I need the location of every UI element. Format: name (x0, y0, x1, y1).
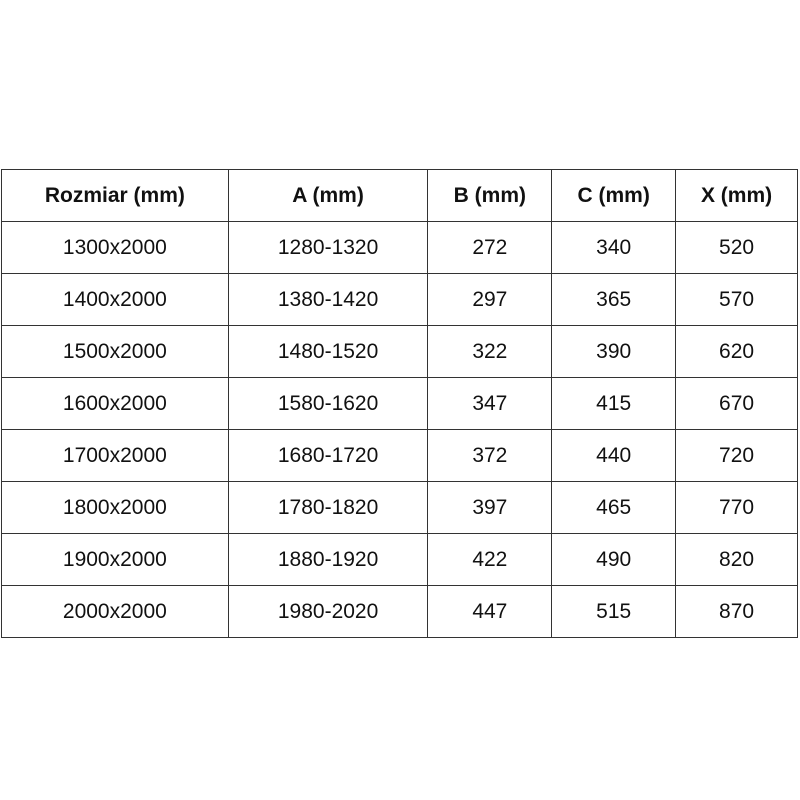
header-row: Rozmiar (mm) A (mm) B (mm) C (mm) X (mm) (1, 169, 798, 222)
cell-c: 390 (551, 325, 677, 378)
cell-size: 1500x2000 (1, 325, 229, 378)
table-row: 1700x2000 1680-1720 372 440 720 (1, 429, 798, 482)
cell-x: 620 (675, 325, 798, 378)
cell-size: 1700x2000 (1, 429, 229, 482)
table-row: 1500x2000 1480-1520 322 390 620 (1, 325, 798, 378)
cell-size: 2000x2000 (1, 585, 229, 638)
table-row: 1400x2000 1380-1420 297 365 570 (1, 273, 798, 326)
cell-a: 1780-1820 (227, 481, 429, 534)
table-row: 1300x2000 1280-1320 272 340 520 (1, 221, 798, 274)
cell-size: 1600x2000 (1, 377, 229, 430)
cell-x: 670 (675, 377, 798, 430)
cell-x: 770 (675, 481, 798, 534)
cell-a: 1880-1920 (227, 533, 429, 586)
cell-b: 397 (427, 481, 553, 534)
size-table: Rozmiar (mm) A (mm) B (mm) C (mm) X (mm) 130… (1, 169, 798, 638)
cell-size: 1300x2000 (1, 221, 229, 274)
table-row: 1800x2000 1780-1820 397 465 770 (1, 481, 798, 534)
cell-c: 490 (551, 533, 677, 586)
cell-b: 447 (427, 585, 553, 638)
cell-x: 520 (675, 221, 798, 274)
header-a: A (mm) (227, 169, 429, 222)
cell-a: 1580-1620 (227, 377, 429, 430)
cell-size: 1900x2000 (1, 533, 229, 586)
cell-b: 422 (427, 533, 553, 586)
cell-b: 347 (427, 377, 553, 430)
table-row: 1600x2000 1580-1620 347 415 670 (1, 377, 798, 430)
cell-c: 340 (551, 221, 677, 274)
cell-b: 322 (427, 325, 553, 378)
cell-x: 870 (675, 585, 798, 638)
header-c: C (mm) (551, 169, 677, 222)
cell-c: 465 (551, 481, 677, 534)
cell-a: 1680-1720 (227, 429, 429, 482)
cell-a: 1480-1520 (227, 325, 429, 378)
cell-x: 820 (675, 533, 798, 586)
header-b: B (mm) (427, 169, 553, 222)
cell-a: 1980-2020 (227, 585, 429, 638)
table-row: 1900x2000 1880-1920 422 490 820 (1, 533, 798, 586)
cell-a: 1380-1420 (227, 273, 429, 326)
cell-x: 570 (675, 273, 798, 326)
cell-size: 1400x2000 (1, 273, 229, 326)
cell-c: 415 (551, 377, 677, 430)
cell-x: 720 (675, 429, 798, 482)
cell-b: 372 (427, 429, 553, 482)
header-size: Rozmiar (mm) (1, 169, 229, 222)
cell-b: 297 (427, 273, 553, 326)
header-x: X (mm) (675, 169, 798, 222)
cell-b: 272 (427, 221, 553, 274)
cell-c: 440 (551, 429, 677, 482)
table-row: 2000x2000 1980-2020 447 515 870 (1, 585, 798, 638)
cell-a: 1280-1320 (227, 221, 429, 274)
cell-c: 515 (551, 585, 677, 638)
cell-size: 1800x2000 (1, 481, 229, 534)
cell-c: 365 (551, 273, 677, 326)
